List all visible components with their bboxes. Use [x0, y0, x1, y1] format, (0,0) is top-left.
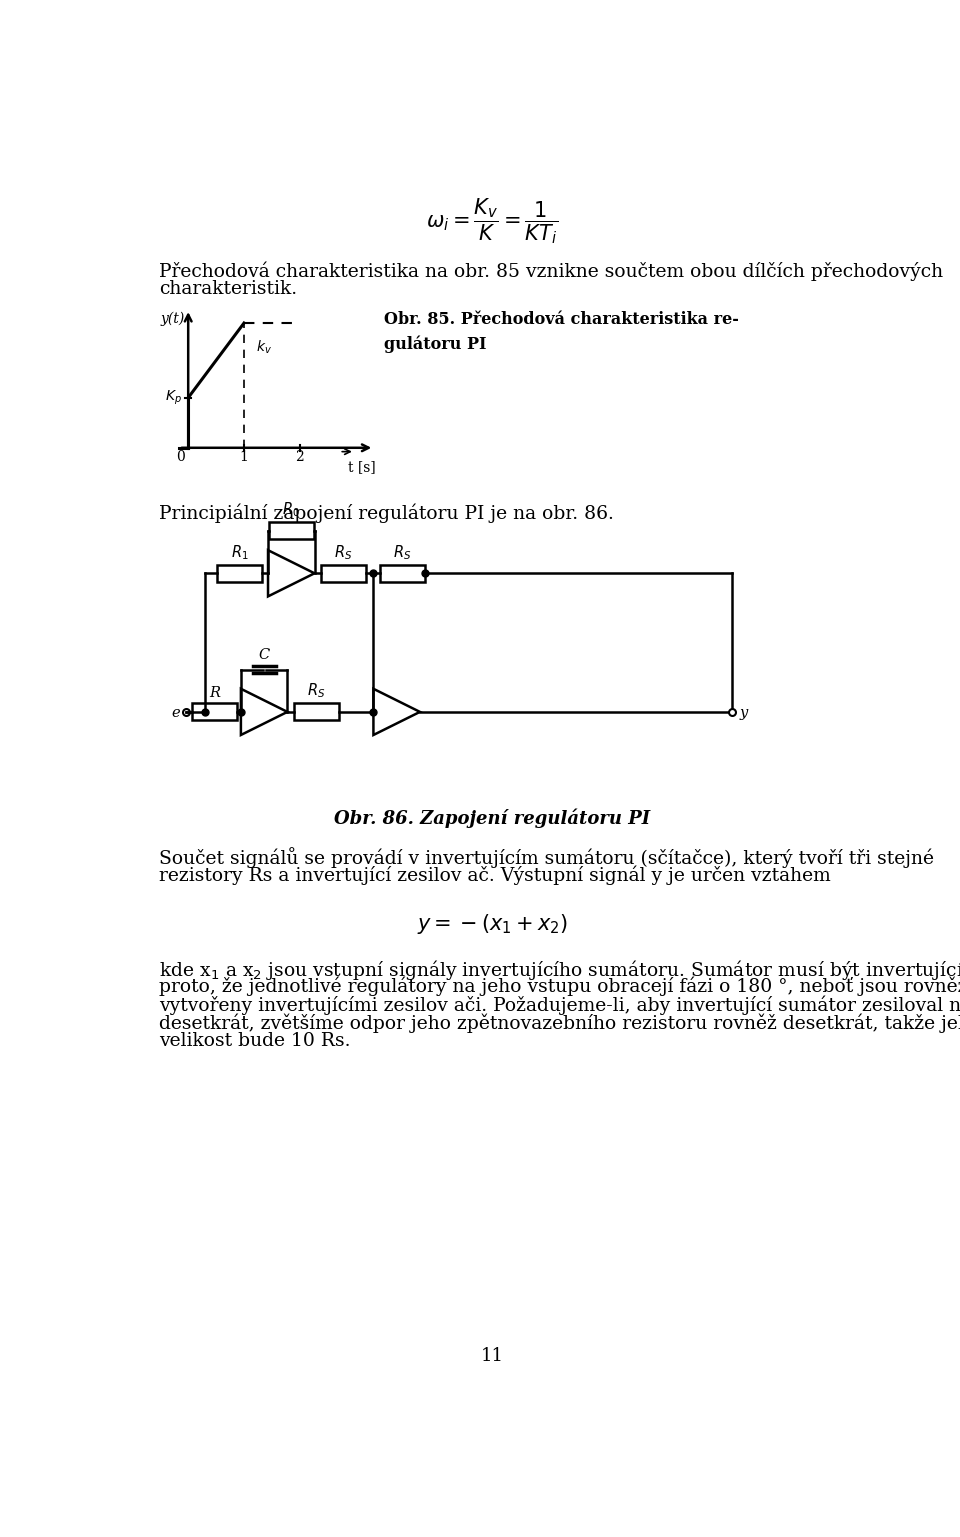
- Text: $R_1$: $R_1$: [230, 543, 249, 561]
- Text: Obr. 85. Přechodová charakteristika re-
gulátoru PI: Obr. 85. Přechodová charakteristika re- …: [383, 312, 738, 352]
- Bar: [321, 564, 366, 583]
- Text: velikost bude 10 Rs.: velikost bude 10 Rs.: [158, 1033, 350, 1050]
- Text: charakteristik.: charakteristik.: [158, 280, 297, 298]
- Polygon shape: [268, 550, 315, 596]
- Text: Principiální zapojení regulátoru PI je na obr. 86.: Principiální zapojení regulátoru PI je n…: [158, 504, 613, 524]
- Bar: [217, 564, 262, 583]
- Text: t [s]: t [s]: [348, 460, 375, 473]
- Text: 1: 1: [240, 450, 249, 464]
- Text: Součet signálů se provádí v invertujícím sumátoru (sčítačce), který tvoří tři st: Součet signálů se provádí v invertujícím…: [158, 847, 934, 867]
- Text: $y = -(x_1 + x_2)$: $y = -(x_1 + x_2)$: [417, 911, 567, 936]
- Text: 11: 11: [481, 1346, 503, 1365]
- Text: R: R: [209, 687, 220, 701]
- Text: $\omega_i = \dfrac{K_v}{K} = \dfrac{1}{KT_i}$: $\omega_i = \dfrac{K_v}{K} = \dfrac{1}{K…: [426, 197, 558, 246]
- Text: vytvořeny invertujícími zesilov ači. Požadujeme-li, aby invertující sumátor zesi: vytvořeny invertujícími zesilov ači. Pož…: [158, 996, 960, 1014]
- Text: proto, že jednotlivé regulátory na jeho vstupu obracejí fázi o 180 °, neboť jsou: proto, že jednotlivé regulátory na jeho …: [158, 978, 960, 996]
- Bar: [269, 523, 314, 539]
- Text: y(t): y(t): [161, 312, 185, 326]
- Polygon shape: [241, 689, 287, 735]
- Text: C: C: [258, 647, 270, 662]
- Text: Obr. 86. Zapojení regulátoru PI: Obr. 86. Zapojení regulátoru PI: [334, 808, 650, 827]
- Text: rezistory Rs a invertující zesilov ač. Výstupní signál y je určen vztahem: rezistory Rs a invertující zesilov ač. V…: [158, 865, 830, 885]
- Text: kde x$_1$ a x$_2$ jsou vstupní signály invertujícího sumátoru. Sumátor musí být : kde x$_1$ a x$_2$ jsou vstupní signály i…: [158, 958, 960, 982]
- Polygon shape: [373, 689, 420, 735]
- Text: desetkrát, zvětšíme odpor jeho zpětnovazebního rezistoru rovněž desetkrát, takže: desetkrát, zvětšíme odpor jeho zpětnovaz…: [158, 1014, 960, 1033]
- Text: $R_S$: $R_S$: [393, 543, 411, 561]
- Text: 0: 0: [177, 450, 185, 464]
- Text: $R_0$: $R_0$: [282, 501, 300, 520]
- Text: e: e: [171, 707, 180, 721]
- Text: $k_v$: $k_v$: [255, 338, 272, 357]
- Bar: [379, 564, 424, 583]
- Text: $R_S$: $R_S$: [334, 543, 352, 561]
- Text: 2: 2: [296, 450, 304, 464]
- Text: Přechodová charakteristika na obr. 85 vznikne součtem obou dílčích přechodových: Přechodová charakteristika na obr. 85 vz…: [158, 261, 943, 281]
- Text: $R_S$: $R_S$: [307, 681, 325, 701]
- Text: y: y: [740, 707, 748, 721]
- Text: $K_p$: $K_p$: [165, 389, 182, 407]
- Bar: [294, 704, 339, 721]
- Bar: [192, 704, 237, 721]
